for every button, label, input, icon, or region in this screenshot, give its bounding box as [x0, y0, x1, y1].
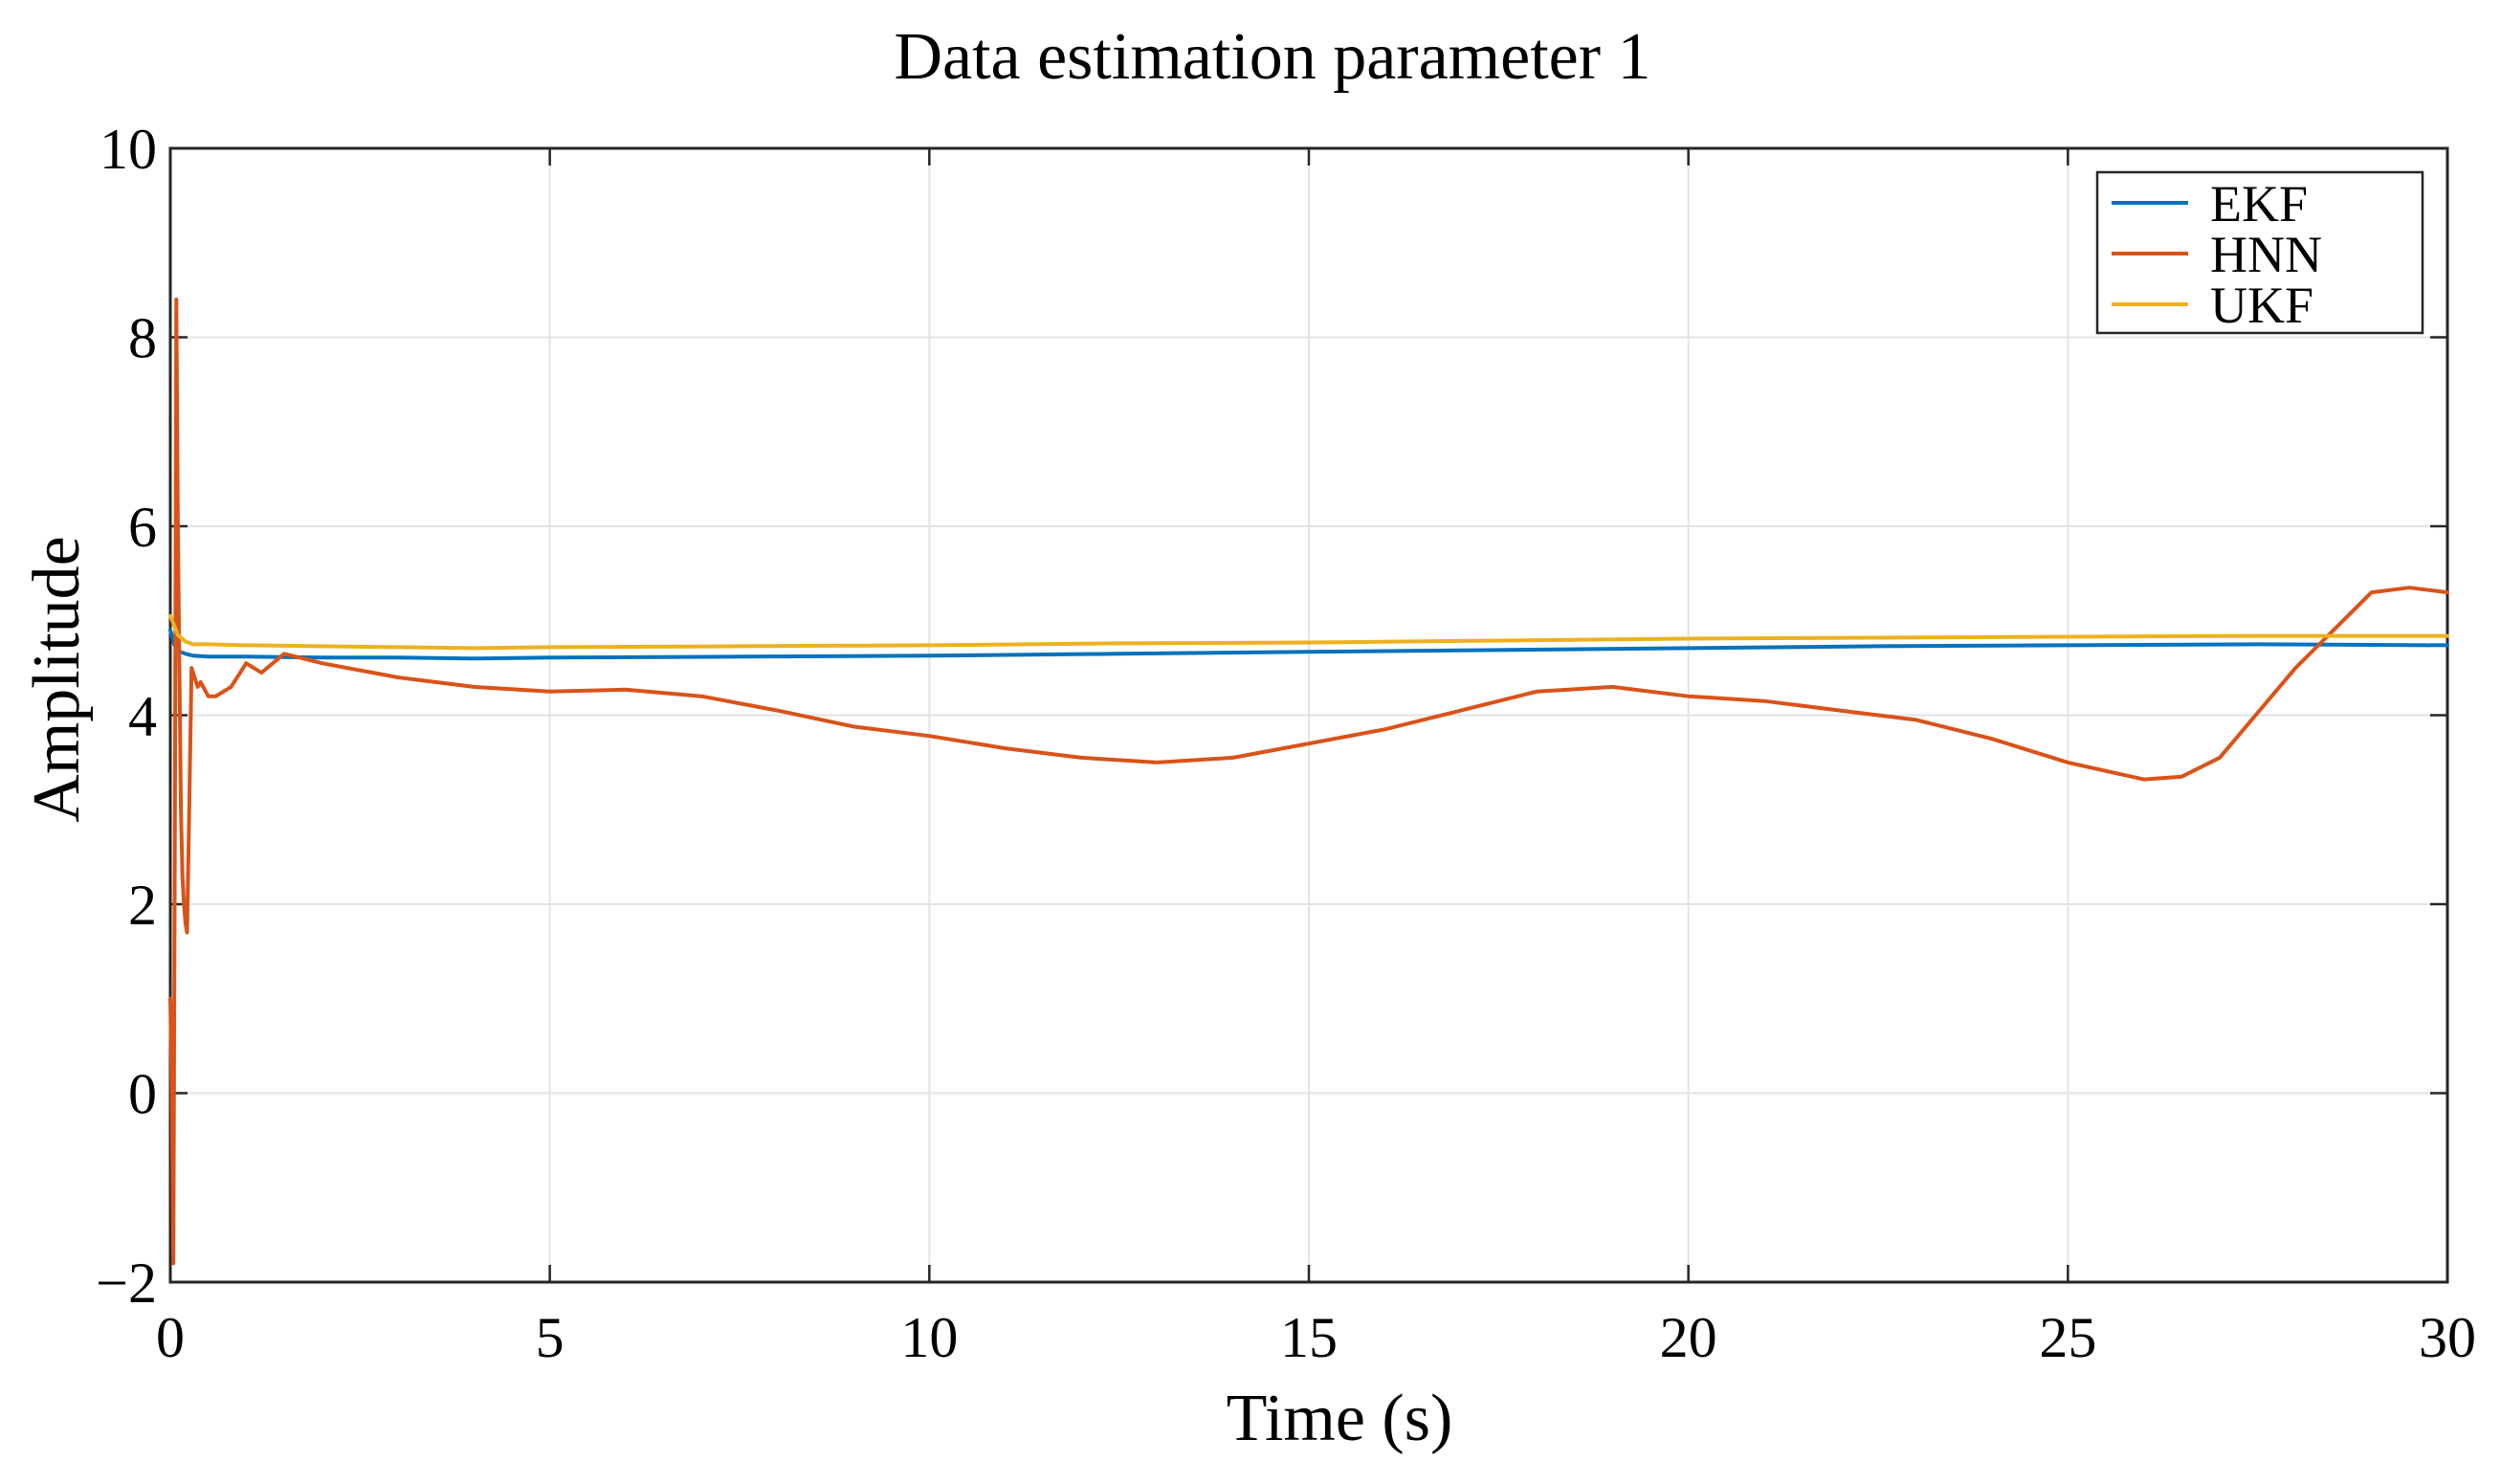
y-axis-label: Amplitude — [20, 536, 94, 822]
x-tick-label: 25 — [2039, 1306, 2096, 1369]
x-tick-label: 20 — [1660, 1306, 1717, 1369]
series-line-hnn — [168, 298, 2449, 1266]
y-tick-label: 6 — [128, 496, 157, 559]
x-tick-label: 0 — [156, 1306, 185, 1369]
x-tick-label: 30 — [2419, 1306, 2476, 1369]
x-axis-ticks: 0 5 10 15 20 25 30 — [156, 148, 2476, 1369]
legend-label-ukf: UKF — [2210, 277, 2313, 334]
series-lines — [168, 298, 2449, 1266]
y-axis-ticks: −2 0 2 4 6 8 10 — [96, 118, 2447, 1315]
x-tick-label: 10 — [900, 1306, 958, 1369]
x-axis-label: Time (s) — [1227, 1382, 1453, 1455]
x-tick-label: 15 — [1280, 1306, 1338, 1369]
y-tick-label: −2 — [96, 1251, 157, 1315]
series-line-ukf — [168, 613, 2449, 651]
y-tick-label: 10 — [100, 118, 157, 181]
chart-title: Data estimation parameter 1 — [894, 20, 1650, 94]
legend: EKF HNN UKF — [2095, 170, 2424, 335]
y-tick-label: 2 — [128, 874, 157, 937]
y-tick-label: 0 — [128, 1063, 157, 1126]
y-tick-label: 8 — [128, 307, 157, 370]
grid-lines — [170, 148, 2447, 1282]
series-line-ekf — [168, 628, 2449, 661]
legend-label-ekf: EKF — [2210, 175, 2308, 233]
x-tick-label: 5 — [536, 1306, 564, 1369]
legend-label-hnn: HNN — [2210, 226, 2322, 283]
y-tick-label: 4 — [128, 685, 157, 748]
